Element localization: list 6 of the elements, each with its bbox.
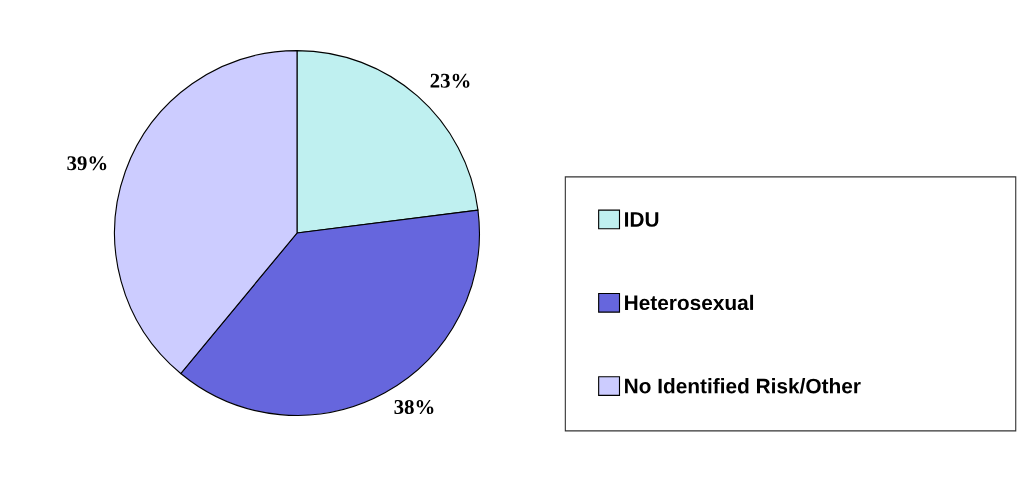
legend-label: Heterosexual — [625, 294, 754, 311]
legend-label: No Identified Risk/Other — [625, 378, 861, 394]
data-label: 23% — [430, 73, 470, 88]
data-label: 38% — [394, 399, 434, 415]
legend-label: IDU — [625, 212, 659, 227]
data-label: 39% — [67, 156, 107, 171]
